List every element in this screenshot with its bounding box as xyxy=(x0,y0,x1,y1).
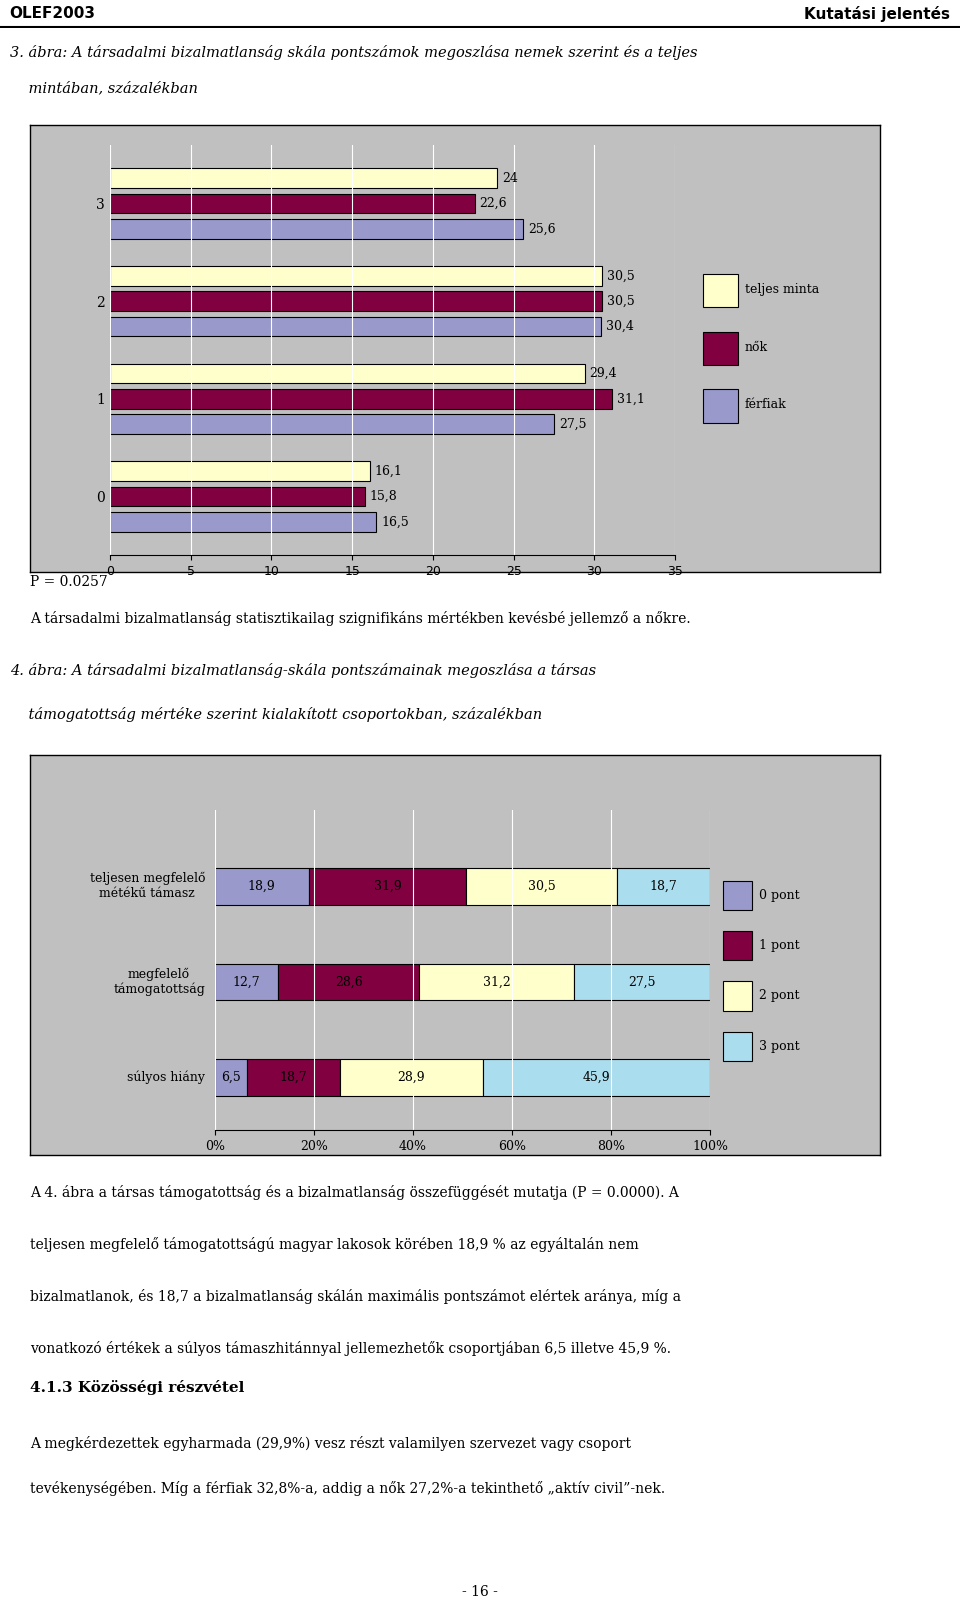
FancyBboxPatch shape xyxy=(723,1032,752,1061)
Text: 30,5: 30,5 xyxy=(608,295,635,308)
Text: A 4. ábra a társas támogatottság és a bizalmatlanság összefüggését mutatja (P = : A 4. ábra a társas támogatottság és a bi… xyxy=(30,1186,679,1200)
FancyBboxPatch shape xyxy=(703,274,738,306)
Text: nők: nők xyxy=(745,340,768,353)
FancyBboxPatch shape xyxy=(703,332,738,365)
Bar xyxy=(110,168,497,189)
Text: 3 pont: 3 pont xyxy=(759,1040,800,1053)
Text: teljesen megfelelő támogatottságú magyar lakosok körében 18,9 % az egyáltalán ne: teljesen megfelelő támogatottságú magyar… xyxy=(30,1237,638,1252)
Text: 0 pont: 0 pont xyxy=(759,889,800,902)
Bar xyxy=(308,868,467,905)
Bar xyxy=(110,316,601,337)
Bar xyxy=(277,965,420,1000)
Text: megfelelő
támogatottság: megfelelő támogatottság xyxy=(113,968,205,997)
Text: mintában, százalékban: mintában, százalékban xyxy=(10,81,198,95)
Bar xyxy=(110,219,523,239)
Text: Kutatási jelentés: Kutatási jelentés xyxy=(804,6,950,23)
Bar xyxy=(215,1060,247,1095)
Bar xyxy=(617,868,710,905)
Text: 16,5: 16,5 xyxy=(381,515,409,529)
Text: teljesen megfelelő
métékű támasz: teljesen megfelelő métékű támasz xyxy=(89,873,205,900)
Bar xyxy=(420,965,574,1000)
Bar xyxy=(110,487,365,506)
Text: 15,8: 15,8 xyxy=(370,490,397,503)
Text: 24: 24 xyxy=(502,171,518,185)
Text: OLEF2003: OLEF2003 xyxy=(10,6,96,21)
Bar xyxy=(574,965,710,1000)
Bar xyxy=(110,511,376,532)
Text: 29,4: 29,4 xyxy=(589,366,617,381)
Text: 28,9: 28,9 xyxy=(397,1071,425,1084)
Bar xyxy=(110,292,602,311)
Text: 3. ábra: A társadalmi bizalmatlanság skála pontszámok megoszlása nemek szerint é: 3. ábra: A társadalmi bizalmatlanság ská… xyxy=(10,45,697,60)
Text: 18,7: 18,7 xyxy=(279,1071,307,1084)
Text: 45,9: 45,9 xyxy=(583,1071,611,1084)
FancyBboxPatch shape xyxy=(703,389,738,423)
Text: - 16 -: - 16 - xyxy=(462,1584,498,1598)
Bar xyxy=(110,363,585,384)
Text: 30,5: 30,5 xyxy=(528,881,556,894)
Text: tevékenységében. Míg a férfiak 32,8%-a, addig a nők 27,2%-a tekinthető „aktív ci: tevékenységében. Míg a férfiak 32,8%-a, … xyxy=(30,1481,665,1495)
Bar xyxy=(247,1060,340,1095)
Text: 18,9: 18,9 xyxy=(248,881,276,894)
Text: 30,5: 30,5 xyxy=(608,269,635,282)
Text: 28,6: 28,6 xyxy=(335,976,363,989)
Text: teljes minta: teljes minta xyxy=(745,282,819,297)
Text: 18,7: 18,7 xyxy=(650,881,678,894)
Bar xyxy=(110,266,602,286)
Bar xyxy=(110,415,554,434)
Text: 4.1.3 Közösségi részvétel: 4.1.3 Közösségi részvétel xyxy=(30,1381,245,1395)
Text: támogatottság mértéke szerint kialakított csoportokban, százalékban: támogatottság mértéke szerint kialakítot… xyxy=(10,706,541,723)
FancyBboxPatch shape xyxy=(723,881,752,910)
Text: A társadalmi bizalmatlanság statisztikailag szignifikáns mértékben kevésbé jelle: A társadalmi bizalmatlanság statisztikai… xyxy=(30,611,690,626)
Bar xyxy=(215,965,277,1000)
Text: vonatkozó értékek a súlyos támaszhitánnyal jellemezhetők csoportjában 6,5 illetv: vonatkozó értékek a súlyos támaszhitánny… xyxy=(30,1340,671,1357)
Bar xyxy=(215,868,308,905)
Bar xyxy=(467,868,617,905)
Text: 16,1: 16,1 xyxy=(374,465,402,477)
Bar xyxy=(110,461,370,481)
Text: A megkérdezettek egyharmada (29,9%) vesz részt valamilyen szervezet vagy csoport: A megkérdezettek egyharmada (29,9%) vesz… xyxy=(30,1436,631,1452)
Text: súlyos hiány: súlyos hiány xyxy=(127,1071,205,1084)
FancyBboxPatch shape xyxy=(723,981,752,1011)
Text: 31,1: 31,1 xyxy=(617,392,645,405)
Text: bizalmatlanok, és 18,7 a bizalmatlanság skálán maximális pontszámot elértek arán: bizalmatlanok, és 18,7 a bizalmatlanság … xyxy=(30,1289,681,1303)
Text: 25,6: 25,6 xyxy=(528,223,556,235)
Bar xyxy=(483,1060,710,1095)
Text: 4. ábra: A társadalmi bizalmatlanság-skála pontszámainak megoszlása a társas: 4. ábra: A társadalmi bizalmatlanság-ská… xyxy=(10,663,596,677)
Text: 31,9: 31,9 xyxy=(373,881,401,894)
Text: 1 pont: 1 pont xyxy=(759,939,800,952)
Text: 6,5: 6,5 xyxy=(221,1071,241,1084)
Text: 22,6: 22,6 xyxy=(480,197,507,210)
FancyBboxPatch shape xyxy=(723,931,752,960)
Text: 30,4: 30,4 xyxy=(606,319,634,332)
Text: 27,5: 27,5 xyxy=(559,418,587,431)
Bar xyxy=(340,1060,483,1095)
Bar xyxy=(110,194,475,213)
Text: 2 pont: 2 pont xyxy=(759,989,800,1003)
Text: P = 0.0257: P = 0.0257 xyxy=(30,574,108,589)
Bar xyxy=(110,389,612,408)
Text: 27,5: 27,5 xyxy=(628,976,656,989)
Text: 31,2: 31,2 xyxy=(483,976,511,989)
Text: 12,7: 12,7 xyxy=(232,976,260,989)
Text: férfiak: férfiak xyxy=(745,398,786,411)
